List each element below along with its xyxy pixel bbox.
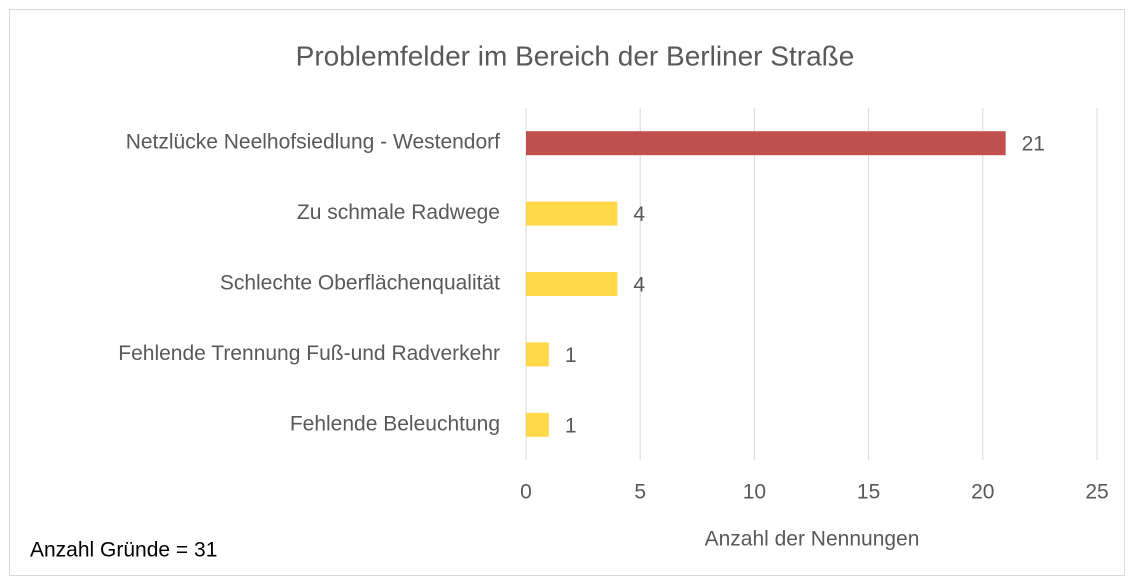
data-label: 4	[633, 203, 645, 226]
data-label: 21	[1022, 133, 1045, 156]
y-tick-label: Schlechte Oberflächenqualität	[220, 272, 500, 295]
x-tick-label: 25	[1085, 481, 1108, 504]
x-tick-label: 15	[857, 481, 880, 504]
x-tick-label: 5	[634, 481, 646, 504]
annotation: Anzahl Gründe = 31	[30, 539, 217, 562]
y-tick-label: Zu schmale Radwege	[297, 201, 500, 224]
bar	[526, 131, 1006, 156]
y-tick-label: Netzlücke Neelhofsiedlung - Westendorf	[126, 131, 500, 154]
bar	[526, 272, 618, 296]
x-tick-label: 0	[520, 481, 532, 504]
bar	[526, 201, 618, 226]
bar	[526, 412, 549, 437]
data-label: 1	[565, 344, 577, 367]
y-tick-label: Fehlende Trennung Fuß-und Radverkehr	[118, 342, 500, 365]
data-label: 4	[633, 274, 645, 297]
chart-title: Problemfelder im Bereich der Berliner St…	[296, 40, 855, 71]
bar	[526, 342, 549, 367]
x-axis-label: Anzahl der Nennungen	[705, 528, 920, 551]
data-label: 1	[565, 414, 577, 437]
y-tick-label: Fehlende Beleuchtung	[290, 412, 500, 435]
x-tick-label: 10	[743, 481, 766, 504]
x-tick-label: 20	[971, 481, 994, 504]
